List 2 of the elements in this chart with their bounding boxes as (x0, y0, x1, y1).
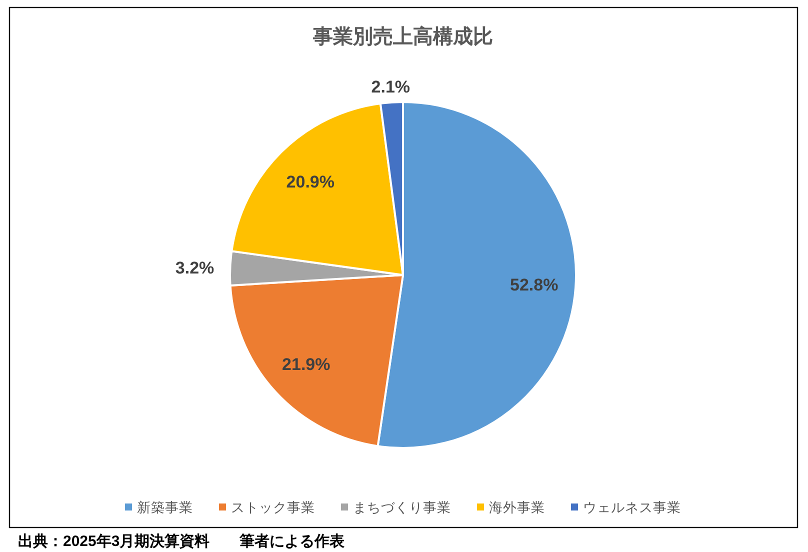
annotation: 出典：2025年3月期決算資料 筆者による作表 (18, 533, 345, 550)
title: 事業別売上高構成比 (313, 26, 493, 48)
